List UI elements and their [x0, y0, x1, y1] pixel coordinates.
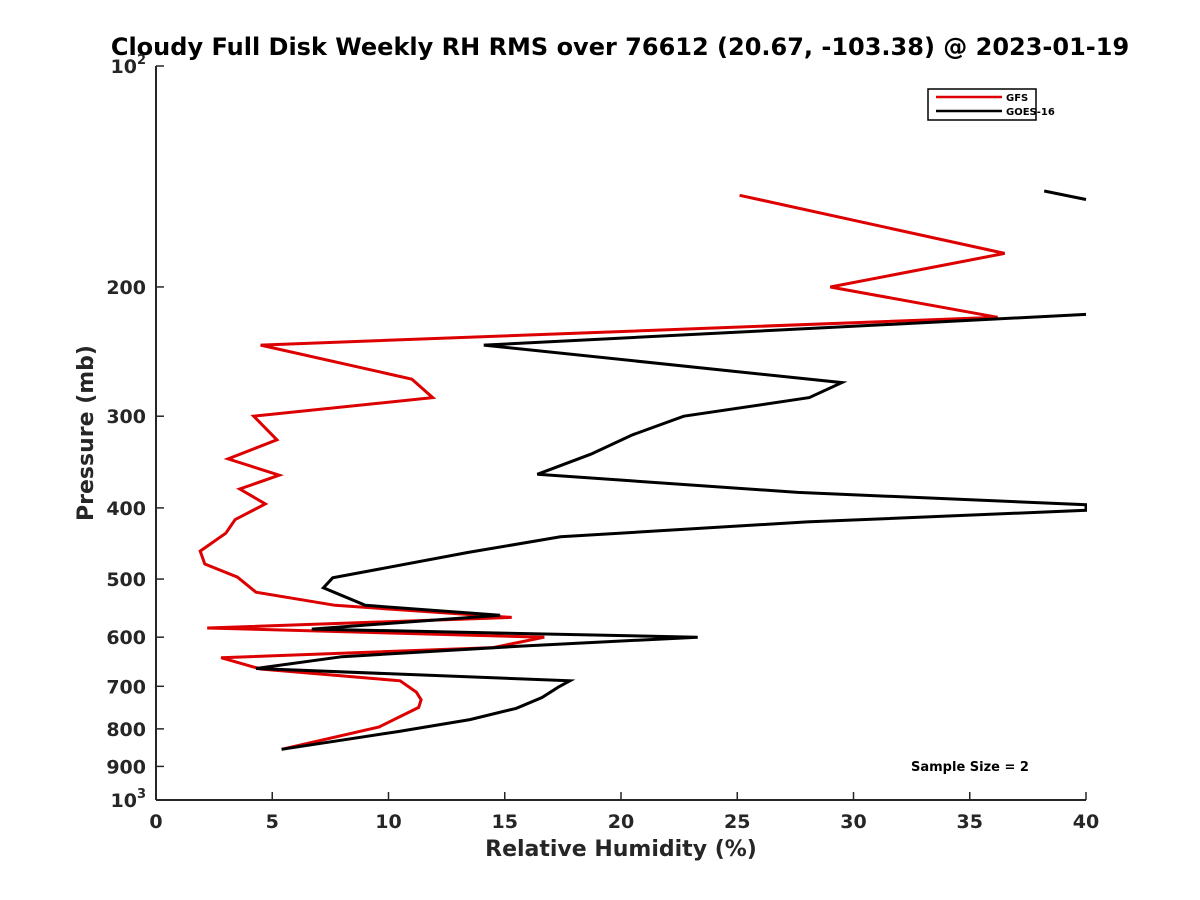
- y-tick-label: 700: [106, 676, 146, 698]
- sample-size-annotation: Sample Size = 2: [911, 760, 1029, 775]
- y-axis-label: Pressure (mb): [74, 345, 99, 521]
- x-tick-label: 30: [840, 811, 866, 833]
- legend-box: [927, 88, 1037, 121]
- y-tick-label: 103: [111, 787, 147, 812]
- chart-title: Cloudy Full Disk Weekly RH RMS over 7661…: [111, 33, 1129, 61]
- legend: GFS GOES-16: [927, 88, 1055, 121]
- series-line-gfs: [198, 193, 1005, 751]
- y-ticks: 102 200 300 400 500 600 700 800 900 103: [106, 53, 164, 812]
- y-tick-label: 600: [106, 627, 146, 649]
- x-ticks: 0 5 10 15 20 25 30 35 40: [149, 792, 1099, 833]
- legend-label-gfs: GFS: [1006, 93, 1028, 104]
- y-tick-label: 300: [106, 406, 146, 428]
- plot-lines: [198, 189, 1087, 751]
- x-tick-label: 5: [266, 811, 279, 833]
- x-tick-label: 25: [724, 811, 750, 833]
- x-tick-label: 0: [149, 811, 162, 833]
- x-tick-label: 35: [957, 811, 983, 833]
- x-tick-label: 20: [608, 811, 634, 833]
- x-axis-label: Relative Humidity (%): [485, 837, 757, 862]
- x-tick-label: 40: [1073, 811, 1099, 833]
- x-tick-label: 10: [375, 811, 401, 833]
- y-tick-label: 900: [106, 756, 146, 778]
- y-tick-label: 200: [106, 277, 146, 299]
- y-tick-label: 800: [106, 719, 146, 741]
- y-tick-label: 400: [106, 498, 146, 520]
- y-tick-label: 102: [111, 53, 147, 78]
- y-tick-label: 500: [106, 569, 146, 591]
- x-tick-label: 15: [492, 811, 518, 833]
- legend-label-goes16: GOES-16: [1006, 107, 1055, 118]
- series-line-goes16: [255, 189, 1087, 751]
